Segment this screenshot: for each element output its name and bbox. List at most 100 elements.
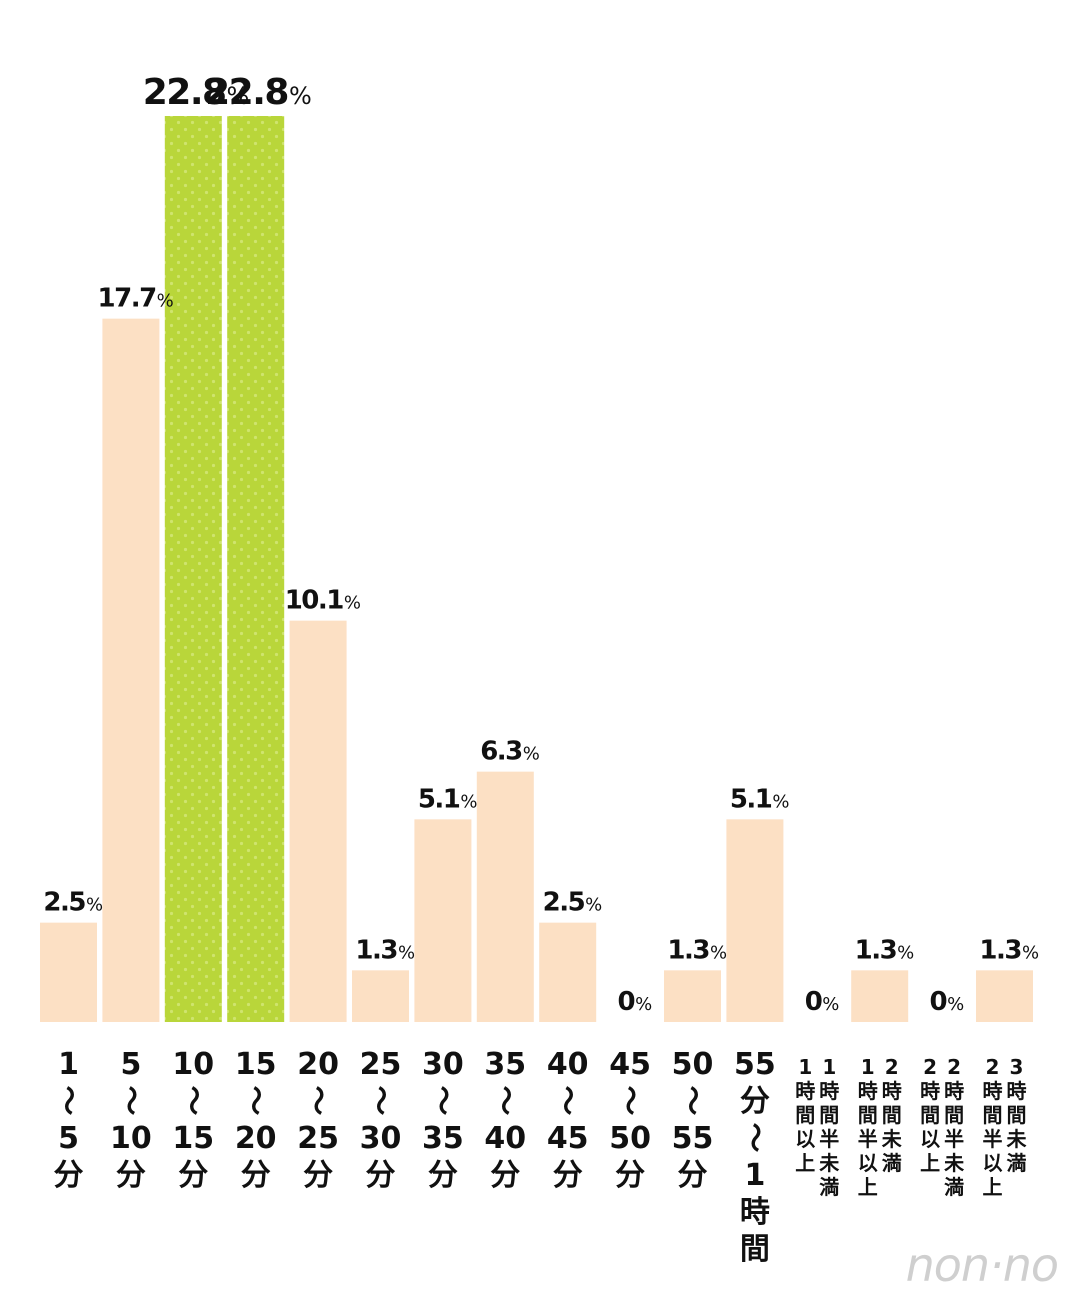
category-char: 1	[58, 1047, 79, 1082]
category-char: 45	[609, 1047, 651, 1082]
bar-2	[102, 318, 160, 1022]
category-label-9: 40 〜 45分	[547, 1047, 589, 1193]
value-label-6: 1.3%	[355, 935, 415, 965]
category-char: 1	[861, 1055, 875, 1079]
category-char: 分	[303, 1158, 333, 1193]
category-char: 以	[920, 1127, 940, 1151]
category-label-2: 5 〜 10分	[110, 1047, 152, 1193]
value-label-5: 10.1%	[285, 586, 361, 616]
category-char: 1	[744, 1158, 765, 1193]
bar-4	[227, 116, 285, 1022]
category-char: 分	[116, 1158, 146, 1193]
category-char: 分	[241, 1158, 271, 1193]
category-char: 上	[983, 1175, 1003, 1199]
category-char: 3	[1010, 1055, 1024, 1079]
category-char: 間	[1007, 1103, 1027, 1127]
value-label-14: 1.3%	[855, 935, 915, 965]
category-char: 15	[172, 1121, 214, 1156]
category-char: 50	[609, 1121, 651, 1156]
category-char: 未	[1007, 1127, 1027, 1151]
category-label-6: 25 〜 30分	[360, 1047, 402, 1193]
category-char: 10	[110, 1121, 152, 1156]
value-label-1: 2.5%	[43, 888, 103, 918]
category-char: 〜	[487, 1086, 522, 1116]
category-char: 上	[920, 1151, 940, 1175]
value-labels-group: 2.5%17.7%22.8%22.8%10.1%1.3%5.1%6.3%2.5%…	[43, 72, 1040, 1017]
category-char: 間	[983, 1103, 1003, 1127]
bar-16	[976, 970, 1033, 1022]
category-char: 未	[882, 1127, 902, 1151]
category-char: 満	[944, 1175, 964, 1199]
value-label-16: 1.3%	[979, 935, 1039, 965]
category-char: 間	[944, 1103, 964, 1127]
category-char: 間	[795, 1103, 815, 1127]
category-char: 以	[795, 1127, 815, 1151]
category-char: 上	[858, 1175, 878, 1199]
category-char: 未	[944, 1151, 964, 1175]
category-char: 間	[819, 1103, 839, 1127]
category-char: 〜	[237, 1086, 272, 1116]
category-char: 半	[944, 1127, 964, 1151]
value-label-2: 17.7%	[98, 284, 174, 314]
category-char: 5	[120, 1047, 141, 1082]
bar-14	[851, 970, 909, 1022]
category-char: 半	[858, 1127, 878, 1151]
category-char: 〜	[674, 1086, 709, 1116]
category-char: 以	[858, 1151, 878, 1175]
category-char: 時	[795, 1079, 815, 1103]
category-char: 間	[882, 1103, 902, 1127]
category-char: 15	[235, 1047, 277, 1082]
bars-group	[40, 116, 1033, 1022]
category-char: 2	[947, 1055, 961, 1079]
category-char: 40	[547, 1047, 589, 1082]
bar-6	[352, 970, 409, 1022]
category-label-5: 20 〜 25分	[297, 1047, 339, 1193]
category-label-7: 30 〜 35分	[422, 1047, 464, 1193]
category-char: 2	[885, 1055, 899, 1079]
category-char: 時	[1007, 1079, 1027, 1103]
bar-1	[40, 922, 97, 1022]
category-char: 分	[615, 1158, 645, 1193]
category-char: 55	[734, 1047, 776, 1082]
category-char: 20	[235, 1121, 277, 1156]
value-label-8: 6.3%	[480, 737, 540, 767]
value-label-12: 5.1%	[730, 784, 790, 814]
category-char: 〜	[300, 1086, 335, 1116]
category-char: 50	[672, 1047, 714, 1082]
category-char: 時	[920, 1079, 940, 1103]
value-label-7: 5.1%	[418, 784, 478, 814]
category-label-12: 55分〜 1時間	[734, 1047, 776, 1267]
category-label-13: 1 1時 時間 間以 半上 未満	[795, 1055, 839, 1199]
category-char: 時	[858, 1079, 878, 1103]
category-char: 時	[983, 1079, 1003, 1103]
category-char: 1	[798, 1055, 812, 1079]
category-char: 間	[740, 1232, 770, 1267]
value-label-4: 22.8%	[205, 72, 311, 113]
category-char: 〜	[362, 1086, 397, 1116]
category-char: 45	[547, 1121, 589, 1156]
category-char: 間	[858, 1103, 878, 1127]
category-char: 時	[882, 1079, 902, 1103]
value-label-3: 22.8%	[143, 72, 249, 113]
category-char: 5	[58, 1121, 79, 1156]
category-char: 〜	[736, 1123, 771, 1153]
category-char: 時	[740, 1195, 770, 1230]
category-char: 30	[360, 1121, 402, 1156]
category-char: 満	[882, 1151, 902, 1175]
category-char: 40	[484, 1121, 526, 1156]
bar-11	[664, 970, 721, 1022]
category-char: 分	[553, 1158, 583, 1193]
category-char: 2	[986, 1055, 1000, 1079]
category-char: 時	[819, 1079, 839, 1103]
category-char: 分	[428, 1158, 458, 1193]
category-char: 〜	[549, 1086, 584, 1116]
category-char: 〜	[50, 1086, 85, 1116]
category-char: 25	[360, 1047, 402, 1082]
bar-5	[289, 620, 347, 1022]
bar-7	[414, 819, 472, 1022]
category-char: 以	[983, 1151, 1003, 1175]
category-labels-group: 1〜5分5〜10分10〜15分15〜20分20〜25分25〜30分30〜35分3…	[50, 1047, 1027, 1267]
category-char: 〜	[612, 1086, 647, 1116]
category-char: 時	[944, 1079, 964, 1103]
